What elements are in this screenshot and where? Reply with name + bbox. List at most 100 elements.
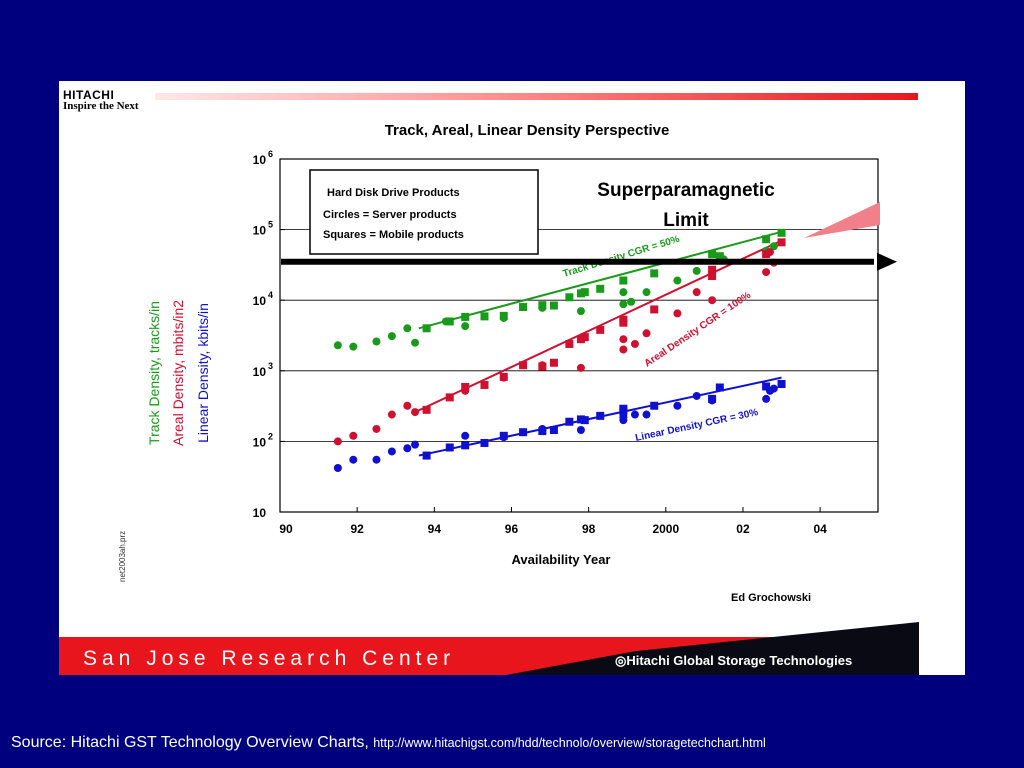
limit-arrow-head — [877, 252, 897, 271]
linear-server-point-3 — [387, 447, 396, 456]
x-tick-label-2: 94 — [428, 522, 442, 536]
track-mobile-point-0 — [422, 324, 431, 333]
track-mobile-point-16 — [762, 235, 771, 244]
linear-mobile-point-14 — [650, 401, 659, 410]
track-trend-line — [418, 230, 782, 330]
file-name-label: net2003ah.prz — [118, 531, 127, 582]
superparamagnetic-wedge — [804, 202, 880, 238]
linear-mobile-point-4 — [499, 431, 508, 440]
areal-mobile-point-13 — [619, 315, 628, 324]
track-server-point-3 — [387, 332, 396, 341]
y-tick-exponent-2: 4 — [268, 290, 273, 300]
y-tick-label-2: 10 — [253, 294, 267, 308]
y-tick-exponent-4: 2 — [268, 431, 273, 441]
chart-legend: Hard Disk Drive Products Circles = Serve… — [309, 169, 539, 255]
track-server-point-10 — [576, 307, 585, 316]
track-server-point-13 — [627, 297, 636, 306]
density-chart: Track, Areal, Linear Density Perspective… — [118, 122, 897, 604]
areal-mobile-point-5 — [519, 361, 528, 370]
logo-tagline: Inspire the Next — [63, 100, 139, 112]
areal-server-point-11 — [619, 345, 628, 354]
linear-server-point-17 — [762, 394, 771, 403]
areal-mobile-point-15 — [708, 272, 717, 281]
areal-server-point-16 — [708, 296, 717, 305]
linear-server-point-19 — [769, 384, 778, 393]
track-server-point-2 — [372, 337, 381, 346]
track-server-point-11 — [619, 300, 628, 309]
areal-server-point-10 — [619, 335, 628, 344]
linear-server-point-13 — [642, 410, 651, 419]
areal-server-point-17 — [762, 268, 771, 277]
areal-server-point-1 — [349, 431, 358, 440]
linear-trend-label: Linear Density CGR = 30% — [634, 407, 759, 444]
source-text: Source: Hitachi GST Technology Overview … — [11, 734, 369, 751]
areal-mobile-point-7 — [549, 358, 558, 367]
areal-mobile-point-2 — [461, 382, 470, 391]
legend-box — [309, 169, 539, 255]
track-mobile-point-10 — [580, 288, 589, 297]
track-mobile-point-1 — [445, 317, 454, 326]
track-trend-label: Track Density CGR = 50% — [562, 234, 681, 280]
limit-label-line-2: Limit — [663, 210, 709, 231]
areal-server-point-15 — [692, 288, 701, 297]
y-tick-label-4: 10 — [253, 435, 267, 449]
linear-server-point-6 — [461, 431, 470, 440]
linear-mobile-point-10 — [580, 416, 589, 425]
areal-mobile-point-11 — [596, 325, 605, 334]
linear-server-point-1 — [349, 455, 358, 464]
track-server-point-7 — [461, 322, 470, 331]
chart-title: Track, Areal, Linear Density Perspective — [385, 122, 670, 139]
areal-server-point-3 — [387, 410, 396, 419]
x-tick-label-1: 92 — [350, 522, 364, 536]
x-axis-ticks: 90 92 94 96 98 2000 02 04 — [279, 507, 827, 536]
footer-brand-name: ◎Hitachi Global Storage Technologies — [615, 653, 853, 668]
x-tick-label-7: 04 — [813, 522, 827, 536]
x-tick-label-6: 02 — [736, 522, 750, 536]
source-citation: Source: Hitachi GST Technology Overview … — [11, 734, 766, 752]
hitachi-logo: HITACHI Inspire the Next — [63, 89, 139, 112]
y-tick-exponent-3: 3 — [268, 361, 273, 371]
areal-server-point-4 — [403, 401, 412, 410]
areal-server-point-14 — [673, 309, 682, 318]
limit-label-line-1: Superparamagnetic — [597, 180, 775, 201]
linear-server-point-5 — [411, 440, 420, 449]
y-axis-label-areal: Areal Density, mbits/in2 — [170, 300, 186, 446]
areal-mobile-point-6 — [538, 362, 547, 371]
linear-mobile-point-7 — [549, 426, 558, 435]
x-axis-label: Availability Year — [511, 552, 610, 567]
track-server-point-15 — [673, 276, 682, 285]
track-mobile-point-13 — [650, 269, 659, 278]
track-server-point-16 — [692, 266, 701, 275]
linear-mobile-point-11 — [596, 411, 605, 420]
track-server-point-19 — [769, 242, 778, 251]
track-mobile-point-8 — [565, 293, 574, 302]
x-tick-label-4: 98 — [582, 522, 596, 536]
source-url[interactable]: http://www.hitachigst.com/hdd/technolo/o… — [373, 736, 766, 750]
data-points — [333, 228, 786, 472]
y-tick-label-5: 10 — [253, 506, 267, 520]
linear-mobile-point-16 — [715, 383, 724, 392]
areal-server-point-0 — [333, 437, 342, 446]
linear-mobile-point-18 — [777, 380, 786, 389]
track-server-point-4 — [403, 324, 412, 333]
linear-mobile-point-8 — [565, 417, 574, 426]
areal-server-point-9 — [576, 363, 585, 372]
areal-mobile-point-4 — [499, 372, 508, 381]
plot-frame — [279, 158, 879, 513]
areal-mobile-point-3 — [480, 380, 489, 389]
y-tick-label-1: 10 — [253, 224, 267, 238]
x-tick-label-0: 90 — [279, 522, 293, 536]
legend-title: Hard Disk Drive Products — [327, 187, 460, 199]
track-mobile-point-14 — [708, 250, 717, 259]
track-server-point-5 — [411, 338, 420, 347]
areal-server-point-5 — [411, 408, 420, 417]
slide-panel: HITACHI Inspire the Next Track, Areal, L… — [59, 81, 965, 675]
linear-server-point-0 — [333, 463, 342, 472]
areal-mobile-point-10 — [580, 333, 589, 342]
linear-server-point-2 — [372, 455, 381, 464]
linear-mobile-point-5 — [519, 428, 528, 437]
track-server-point-1 — [349, 342, 358, 351]
track-mobile-point-6 — [538, 301, 547, 310]
linear-mobile-point-6 — [538, 427, 547, 436]
